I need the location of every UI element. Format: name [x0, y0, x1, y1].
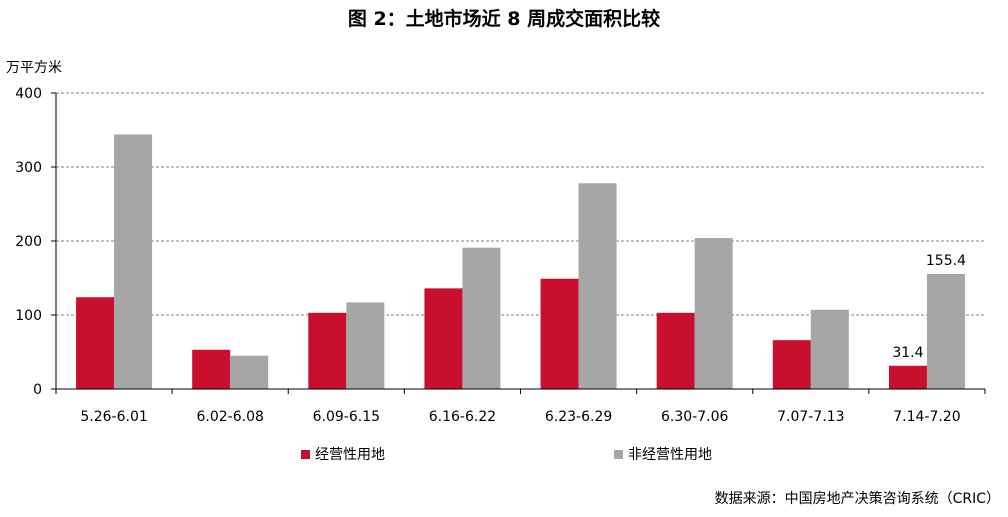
bar-operating-land	[888, 365, 927, 389]
legend-item-operating-land: 经营性用地	[301, 444, 385, 464]
bar-operating-land	[540, 278, 579, 389]
y-tick-label: 300	[15, 160, 42, 176]
x-tick-label: 6.30-7.06	[661, 409, 728, 425]
bar-operating-land	[192, 349, 231, 389]
legend-label-non-operating-land: 非经营性用地	[628, 447, 712, 463]
x-tick-label: 7.07-7.13	[777, 409, 844, 425]
bar-operating-land	[308, 312, 347, 389]
y-tick-label: 0	[33, 382, 42, 398]
bar-non-operating-land	[114, 134, 153, 389]
bar-operating-land	[424, 288, 463, 389]
bar-operating-land	[76, 297, 115, 389]
bar-non-operating-land	[694, 238, 733, 389]
bar-non-operating-land	[926, 274, 965, 389]
x-tick-label: 7.14-7.20	[893, 409, 960, 425]
y-tick-label: 400	[15, 86, 42, 102]
y-axis-unit-label: 万平方米	[6, 60, 62, 76]
bar-non-operating-land	[810, 309, 849, 389]
source-note: 数据来源：中国房地产决策咨询系统（CRIC）	[714, 491, 1000, 507]
legend-swatch-non-operating-land	[614, 449, 623, 459]
bar-non-operating-land	[578, 183, 617, 389]
bars	[76, 134, 965, 389]
data-label: 31.4	[892, 345, 923, 361]
bar-operating-land	[772, 340, 811, 389]
x-tick-label: 6.16-6.22	[429, 409, 496, 425]
x-tick-label: 6.02-6.08	[196, 409, 263, 425]
legend-swatch-operating-land	[301, 449, 310, 459]
x-tick-label: 5.26-6.01	[80, 409, 147, 425]
axes	[51, 92, 986, 394]
legend-label-operating-land: 经营性用地	[315, 447, 385, 463]
bar-operating-land	[656, 312, 695, 389]
grid-lines	[56, 92, 985, 316]
y-tick-label: 100	[15, 308, 42, 324]
x-tick-label: 6.23-6.29	[545, 409, 612, 425]
labels: 0 100 200 300 400 5.26-6.01 6.02-6.08 6.09-6.15…	[15, 86, 966, 425]
bar-non-operating-land	[346, 302, 385, 389]
bar-non-operating-land	[462, 247, 501, 389]
x-tick-label: 6.09-6.15	[313, 409, 380, 425]
bar-non-operating-land	[230, 355, 269, 389]
legend-item-non-operating-land: 非经营性用地	[614, 444, 712, 464]
data-label: 155.4	[926, 253, 966, 269]
y-tick-label: 200	[15, 234, 42, 250]
chart-title: 图 2：土地市场近 8 周成交面积比较	[347, 8, 661, 30]
